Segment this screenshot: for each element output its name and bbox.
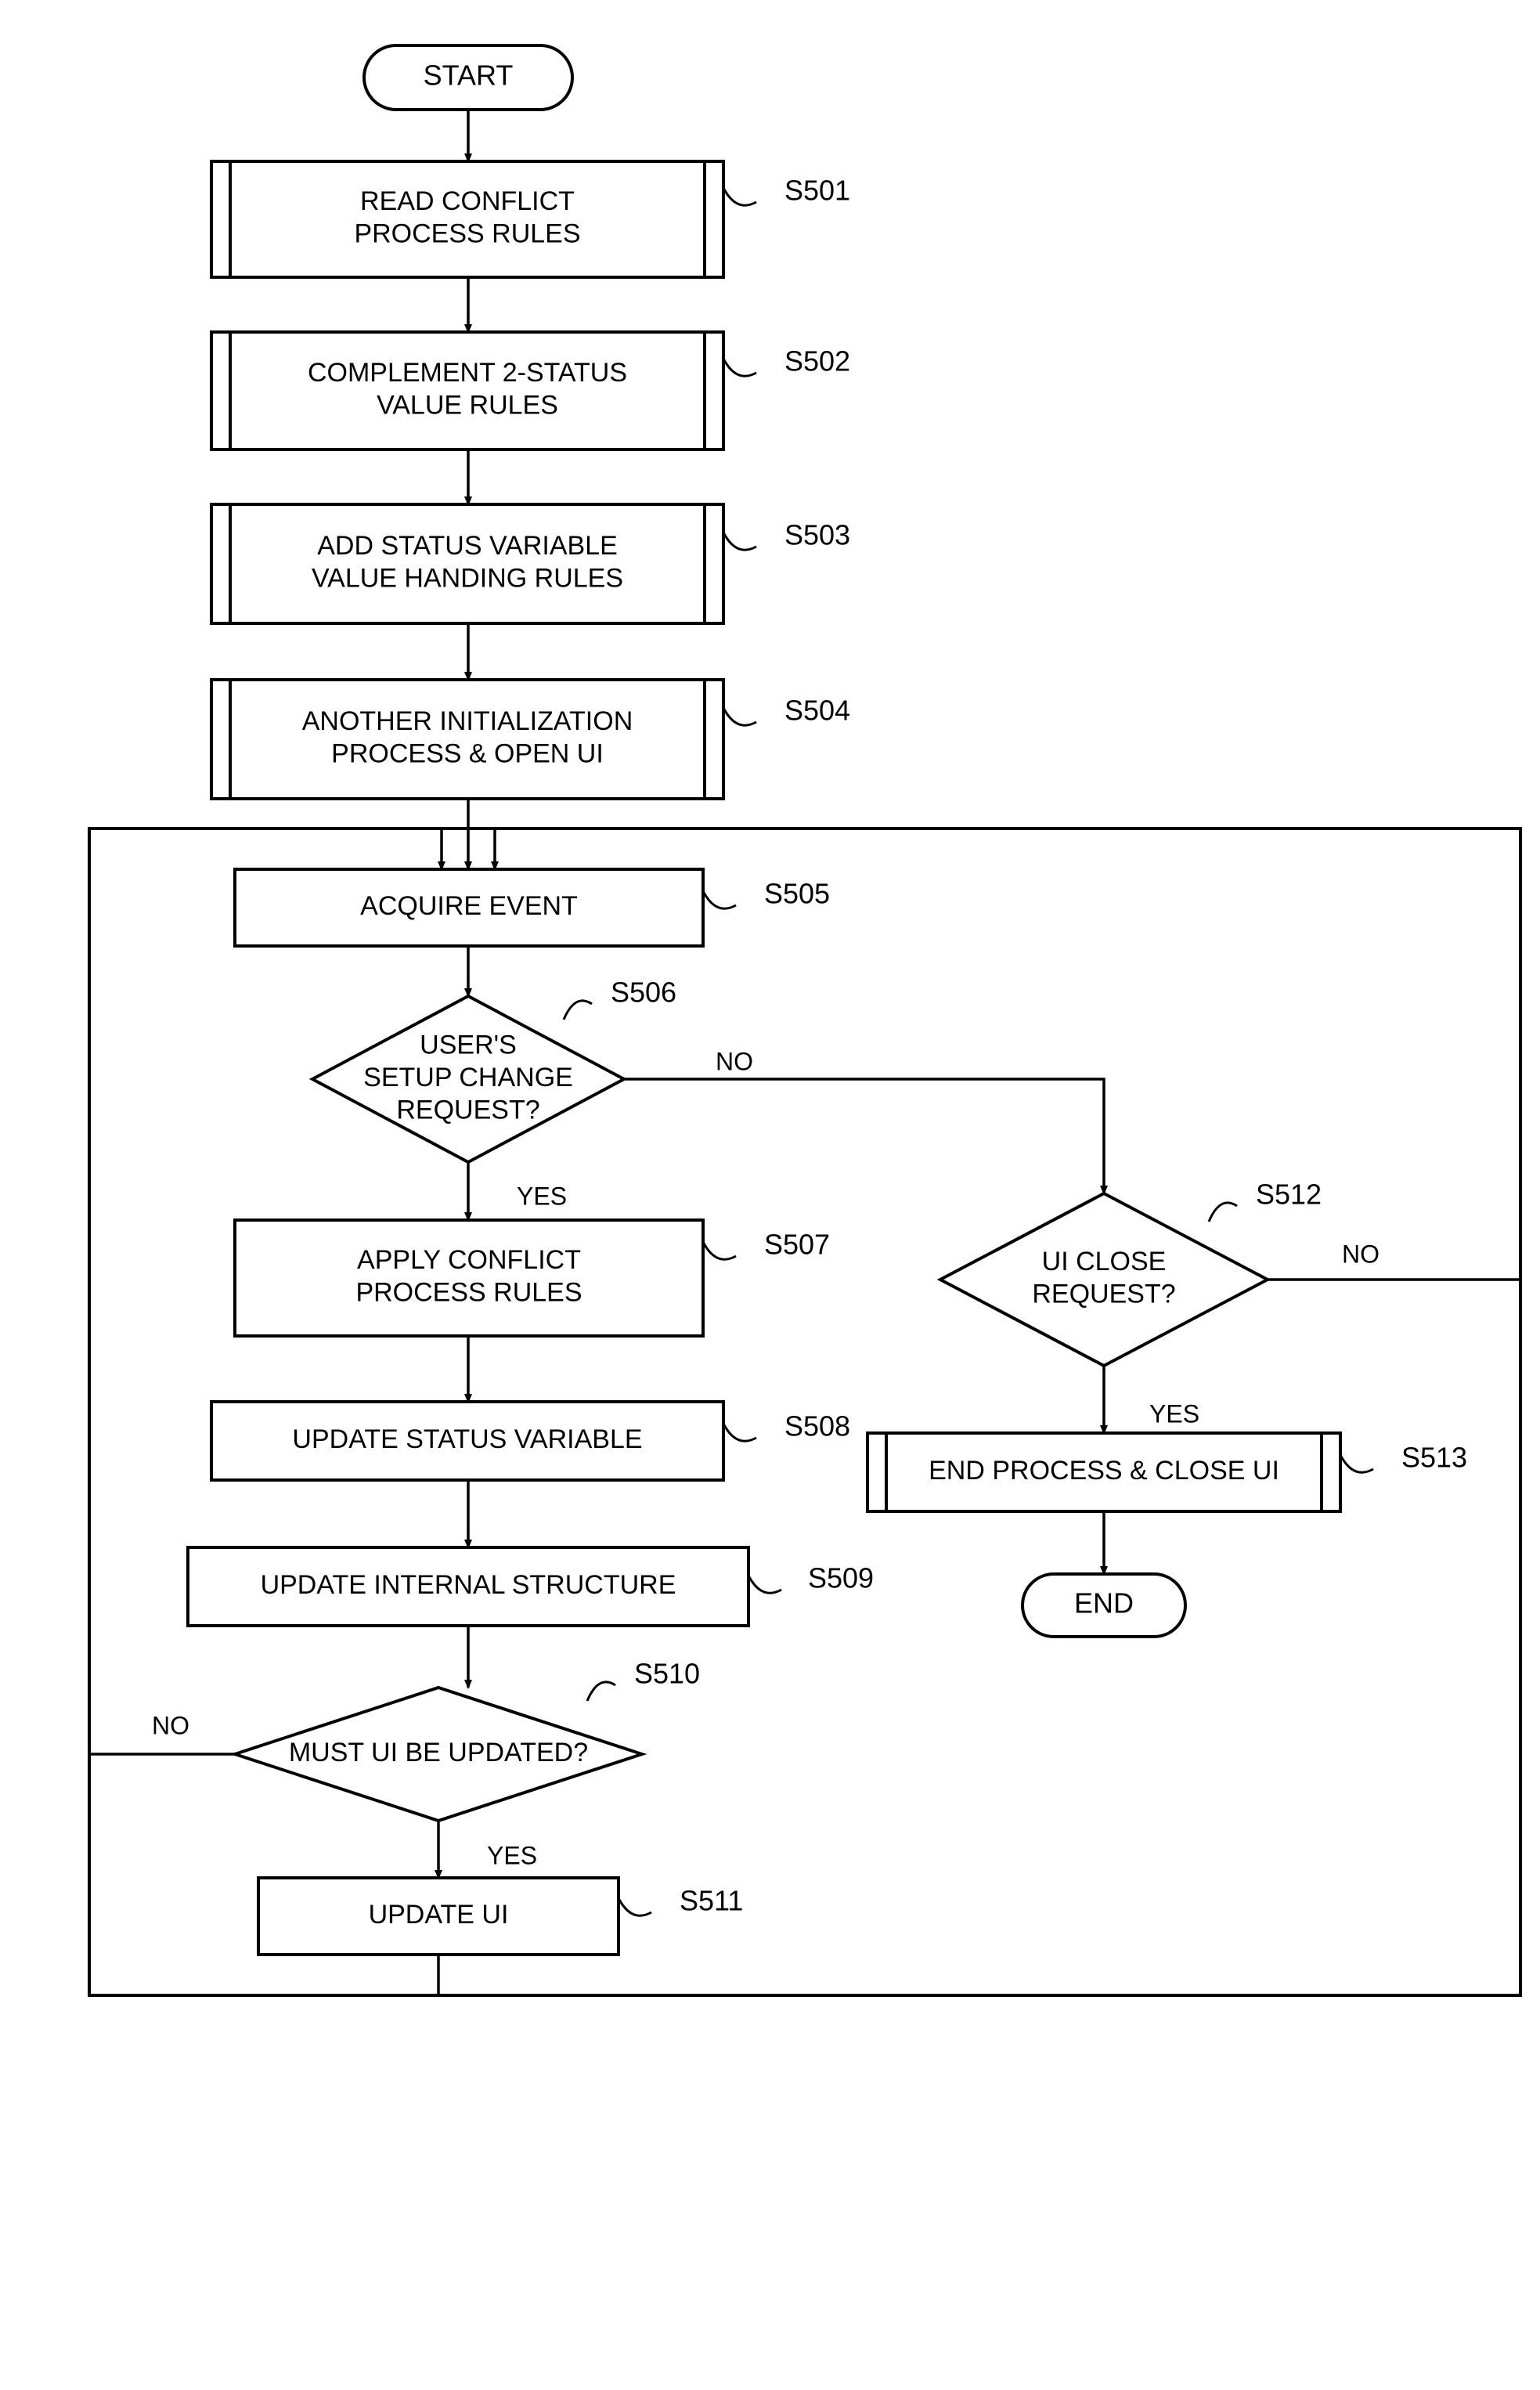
node-text: SETUP CHANGE <box>363 1063 573 1092</box>
tag-connector <box>723 533 756 550</box>
node-text: MUST UI BE UPDATED? <box>289 1738 588 1767</box>
node-text: ACQUIRE EVENT <box>360 891 578 921</box>
edge-label: YES <box>1149 1399 1199 1428</box>
start-label: START <box>424 60 514 92</box>
tag-connector <box>1340 1455 1373 1472</box>
tag-connector <box>587 1682 615 1701</box>
tag-connector <box>619 1898 651 1915</box>
edge-label: NO <box>1342 1240 1380 1268</box>
step-tag: S503 <box>784 519 850 551</box>
node-text: UI CLOSE <box>1042 1247 1167 1276</box>
node-text: ADD STATUS VARIABLE <box>317 531 618 561</box>
edge <box>1268 829 1520 1280</box>
step-tag: S510 <box>634 1658 700 1690</box>
step-tag: S508 <box>784 1410 850 1442</box>
node-text: USER'S <box>420 1031 517 1060</box>
node-text: VALUE RULES <box>377 391 558 421</box>
node-text: PROCESS RULES <box>354 219 580 249</box>
node-text: UPDATE INTERNAL STRUCTURE <box>261 1570 676 1600</box>
flowchart-canvas: YESYESNOYESNONOSTARTREAD CONFLICTPROCESS… <box>0 0 1540 2074</box>
node-text: REQUEST? <box>1032 1280 1175 1309</box>
tag-connector <box>1209 1203 1237 1222</box>
node-text: UPDATE STATUS VARIABLE <box>292 1424 642 1454</box>
step-tag: S506 <box>611 977 676 1009</box>
end-label: END <box>1074 1587 1134 1619</box>
node-text: COMPLEMENT 2-STATUS <box>308 358 627 388</box>
node-text: APPLY CONFLICT <box>357 1245 581 1275</box>
node-text: ANOTHER INITIALIZATION <box>302 706 633 736</box>
step-tag: S512 <box>1256 1179 1322 1211</box>
step-tag: S509 <box>808 1562 874 1594</box>
edge-label: NO <box>716 1047 753 1075</box>
node-text: END PROCESS & CLOSE UI <box>929 1456 1279 1486</box>
edge-label: YES <box>517 1182 567 1210</box>
tag-connector <box>703 891 736 908</box>
node-text: VALUE HANDING RULES <box>312 564 623 594</box>
edge-label: YES <box>487 1841 537 1869</box>
tag-connector <box>723 359 756 376</box>
tag-connector <box>703 1242 736 1259</box>
step-tag: S504 <box>784 695 850 727</box>
node-text: REQUEST? <box>396 1095 539 1125</box>
edge <box>624 1079 1104 1193</box>
node-text: PROCESS & OPEN UI <box>331 739 604 769</box>
node-text: PROCESS RULES <box>355 1278 582 1308</box>
step-tag: S513 <box>1401 1442 1467 1474</box>
tag-connector <box>564 1001 592 1020</box>
step-tag: S507 <box>764 1229 830 1261</box>
edge-label: NO <box>152 1711 189 1739</box>
edge <box>89 1955 438 1995</box>
tag-connector <box>723 708 756 725</box>
tag-connector <box>723 188 756 205</box>
step-tag: S501 <box>784 175 850 207</box>
step-tag: S511 <box>680 1885 743 1917</box>
tag-connector <box>748 1576 781 1593</box>
node-text: READ CONFLICT <box>360 186 575 216</box>
step-tag: S505 <box>764 878 830 910</box>
node-text: UPDATE UI <box>369 1900 509 1930</box>
tag-connector <box>723 1424 756 1441</box>
step-tag: S502 <box>784 345 850 377</box>
